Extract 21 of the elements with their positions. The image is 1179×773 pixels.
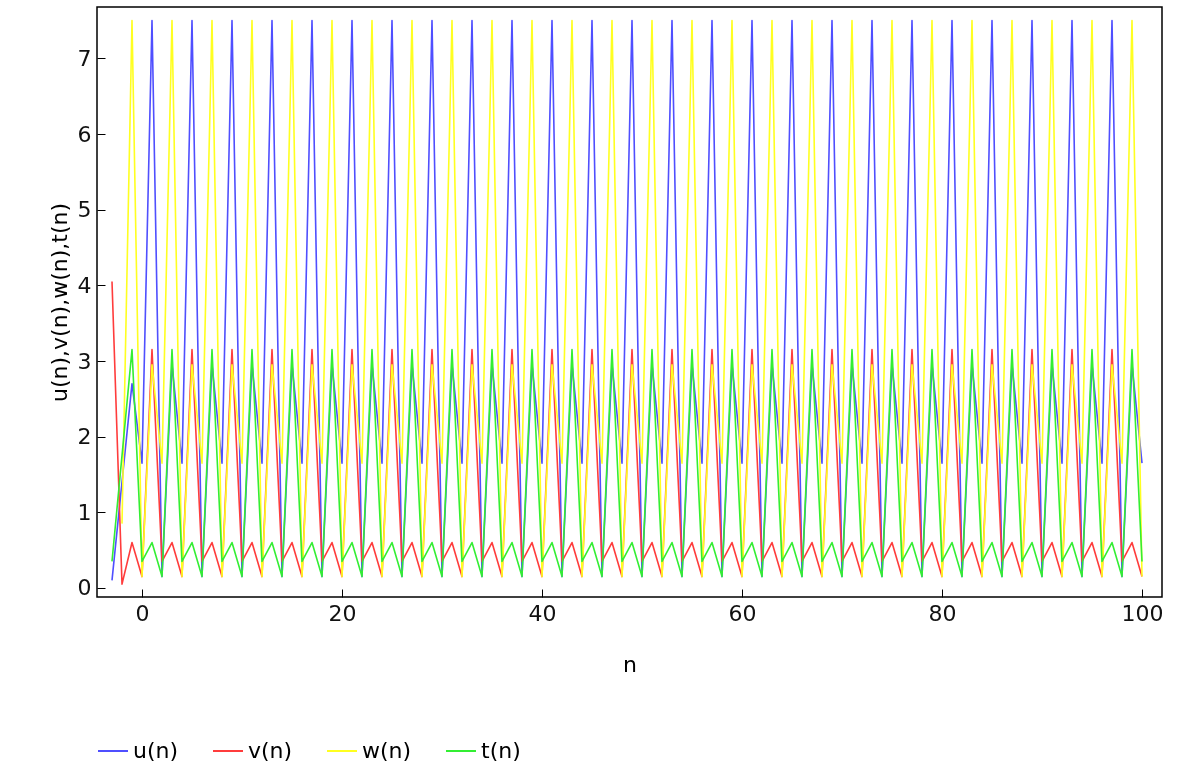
y-tick-label: 6 [77,121,92,147]
x-tick-label: 40 [528,600,557,626]
y-tick-label: 5 [77,197,92,223]
y-tick-label: 4 [77,272,92,298]
y-tick-label: 1 [77,499,92,525]
y-tick-label: 3 [77,348,92,374]
legend-label: w(n) [362,738,412,763]
y-axis-title: u(n),v(n),w(n),t(n) [46,203,72,402]
legend-label: t(n) [481,738,521,763]
line-series [111,348,1143,578]
x-tick-label: 20 [328,600,357,626]
y-tick-label: 2 [77,424,92,450]
legend-label: v(n) [248,738,293,763]
x-axis-title: n [623,651,637,677]
x-tick-label: 100 [1121,600,1164,626]
legend-label: u(n) [133,738,179,763]
x-tick-label: 80 [928,600,957,626]
x-tick-label: 0 [135,600,150,626]
y-tick-label: 0 [77,575,92,601]
y-tick-label: 7 [77,45,92,71]
x-tick-label: 60 [728,600,757,626]
